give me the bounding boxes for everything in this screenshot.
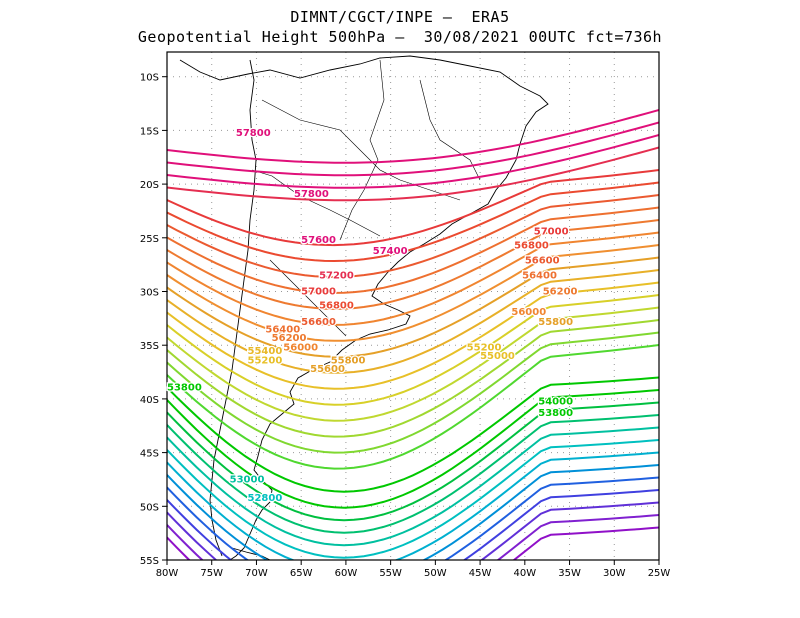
lat-tick-label: 55S xyxy=(140,556,159,567)
contour-label: 55600 xyxy=(310,364,345,375)
lon-tick-label: 75W xyxy=(200,568,223,579)
contour-label: 55800 xyxy=(331,355,366,366)
contour-line xyxy=(167,281,659,390)
contour-label: 54000 xyxy=(538,396,573,407)
lat-tick-label: 30S xyxy=(140,288,159,299)
lon-tick-label: 25W xyxy=(648,568,671,579)
lon-tick-label: 70W xyxy=(245,568,268,579)
contour-label: 55200 xyxy=(467,343,502,354)
contour-line xyxy=(167,109,659,164)
contour-line xyxy=(167,244,659,342)
map-title-line-1: DIMNT/CGCT/INPE – ERA5 xyxy=(290,8,510,26)
contour-label: 56400 xyxy=(522,271,557,282)
contour-line xyxy=(167,256,659,358)
contour-label: 53800 xyxy=(167,382,202,393)
contour-label: 56400 xyxy=(265,324,300,335)
graticule xyxy=(167,52,659,560)
lat-tick-label: 45S xyxy=(140,449,159,460)
lat-tick-label: 40S xyxy=(140,395,159,406)
contour-label: 57800 xyxy=(236,128,271,139)
map-title-line-2: Geopotential Height 500hPa – 30/08/2021 … xyxy=(137,28,663,46)
contour-label: 53800 xyxy=(538,408,573,419)
contour-labels: 57800 57800 57600 57400 57200 57000 56800 56600… xyxy=(166,127,579,506)
lat-tick-label: 10S xyxy=(140,73,159,84)
contour-label: 56600 xyxy=(525,256,560,267)
contour-line xyxy=(167,389,659,509)
contour-line xyxy=(167,526,659,560)
contour-label: 55200 xyxy=(248,355,283,366)
contour-label: 56600 xyxy=(301,317,336,328)
contour-line xyxy=(167,376,659,493)
contour-line xyxy=(167,306,659,422)
contour-label: 52800 xyxy=(248,493,283,504)
lat-tick-label: 20S xyxy=(140,180,159,191)
contour-label: 56000 xyxy=(511,307,546,318)
contour-line xyxy=(167,426,659,547)
contour-line xyxy=(167,439,659,559)
contour-line xyxy=(167,134,659,189)
contour-line xyxy=(167,489,659,560)
contour-line xyxy=(167,331,659,454)
lon-tick-label: 35W xyxy=(558,568,581,579)
contour-line xyxy=(167,121,659,177)
contour-line xyxy=(167,231,659,326)
contour-label: 56800 xyxy=(514,241,549,252)
contour-label: 57600 xyxy=(301,235,336,246)
contour-label: 53000 xyxy=(230,475,265,486)
contour-line xyxy=(167,464,659,560)
contour-label: 55400 xyxy=(248,346,283,357)
contour-line xyxy=(167,414,659,534)
lon-tick-label: 50W xyxy=(424,568,447,579)
contour-label: 55800 xyxy=(538,317,573,328)
lon-tick-label: 65W xyxy=(290,568,313,579)
lat-tick-label: 15S xyxy=(140,126,159,137)
lon-tick-label: 40W xyxy=(514,568,537,579)
contour-line xyxy=(167,219,659,310)
map-frame xyxy=(166,51,660,561)
tierra-del-fuego xyxy=(231,547,271,560)
contour-label: 57800 xyxy=(294,189,329,200)
contour-line xyxy=(167,169,659,247)
lon-tick-label: 60W xyxy=(335,568,358,579)
contour-line xyxy=(167,501,659,560)
contour-line xyxy=(167,514,659,560)
contour-line xyxy=(167,451,659,560)
lat-tick-label: 25S xyxy=(140,234,159,245)
contour-line xyxy=(167,344,659,470)
contour-line xyxy=(167,476,659,560)
border-3 xyxy=(251,169,381,237)
contour-line xyxy=(167,269,659,374)
contour-label: 55000 xyxy=(480,351,515,362)
lat-tick-label: 35S xyxy=(140,341,159,352)
border-4 xyxy=(419,79,481,181)
contour-line xyxy=(167,401,659,522)
contour-label: 57000 xyxy=(301,287,336,298)
contour-label: 57200 xyxy=(319,271,354,282)
contour-line xyxy=(167,319,659,438)
lon-tick-label: 30W xyxy=(603,568,626,579)
contour-label: 56800 xyxy=(319,301,354,312)
lat-tick-label: 50S xyxy=(140,502,159,513)
lon-tick-label: 55W xyxy=(379,568,402,579)
lon-tick-label: 45W xyxy=(469,568,492,579)
border-1 xyxy=(261,99,461,201)
height-contours xyxy=(167,109,659,560)
contour-line xyxy=(167,206,659,294)
contour-line xyxy=(167,181,659,263)
contour-label: 57000 xyxy=(534,227,569,238)
contour-label: 56200 xyxy=(543,287,578,298)
contour-line xyxy=(167,194,659,279)
contour-label: 56200 xyxy=(272,333,307,344)
lon-tick-label: 80W xyxy=(156,568,179,579)
contour-label: 57400 xyxy=(373,246,408,257)
contour-label: 56000 xyxy=(283,343,318,354)
border-2 xyxy=(339,59,385,241)
contour-line xyxy=(167,294,659,406)
contour-line xyxy=(167,146,659,202)
